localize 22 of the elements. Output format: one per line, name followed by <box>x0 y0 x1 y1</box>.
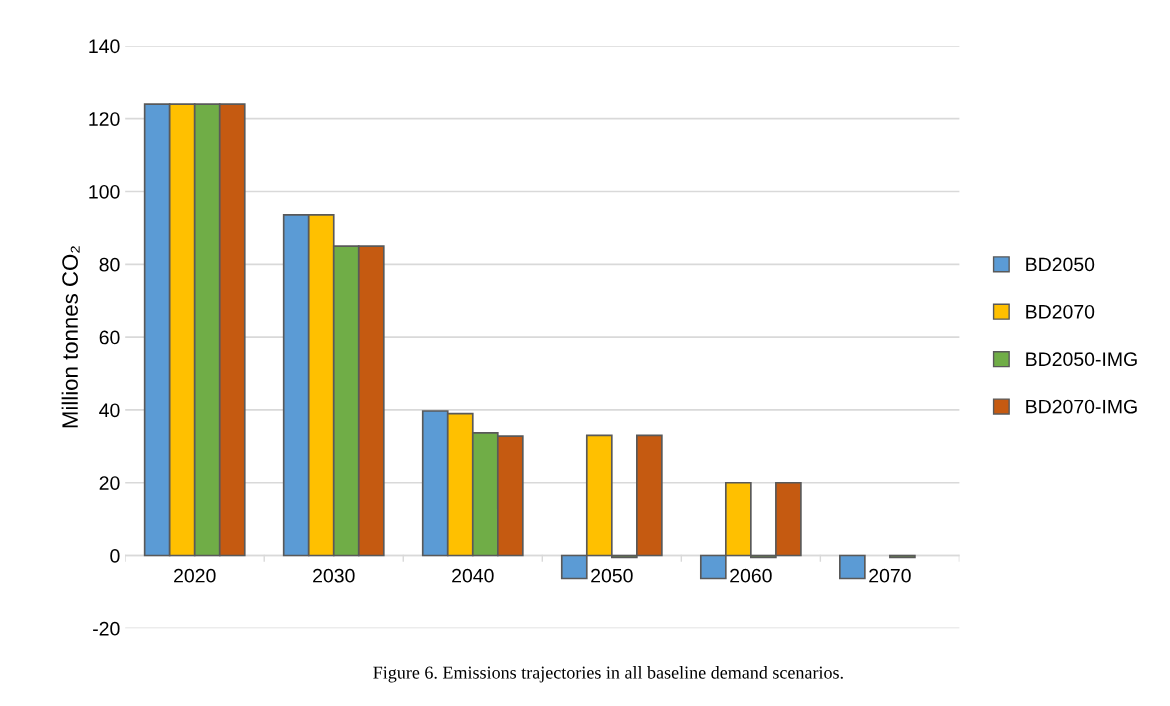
legend-label: BD2070 <box>1026 304 1095 319</box>
legend-label: BD2050 <box>1026 257 1095 272</box>
x-tick-label: 2030 <box>313 568 355 583</box>
caption: Figure 6. Emissions trajectories in all baseline demand scenarios. <box>373 666 843 683</box>
x-tick-label: 2070 <box>869 568 911 583</box>
y-tick-label: 80 <box>99 257 120 272</box>
y-tick-label: 60 <box>99 330 120 345</box>
y-tick-label: 40 <box>99 403 120 418</box>
x-tick-label: 2050 <box>591 568 633 583</box>
y-tick-label: 100 <box>89 184 120 199</box>
x-tick-label: 2040 <box>452 568 494 583</box>
x-tick-label: 2020 <box>174 568 216 583</box>
y-tick-label: 140 <box>89 39 120 54</box>
legend-label: BD2050-IMG <box>1026 352 1137 367</box>
legend-label: BD2070-IMG <box>1026 399 1137 414</box>
x-tick-label: 2060 <box>730 568 772 583</box>
y-axis-title: Million tonnes CO₂ <box>61 246 80 428</box>
y-tick-label: 120 <box>89 112 120 126</box>
y-tick-label: 20 <box>99 476 120 490</box>
bar <box>838 554 866 580</box>
y-tick-label: -20 <box>93 621 120 636</box>
y-tick-label: 0 <box>110 549 120 563</box>
